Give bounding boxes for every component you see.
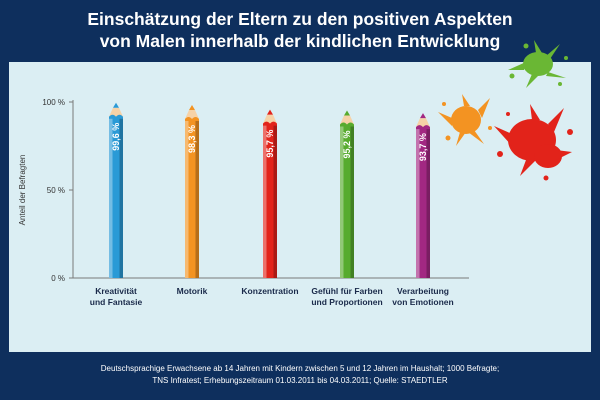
category-label: und Fantasie [90,297,143,307]
pencil-wood-tip [109,107,123,117]
red-paint-splash-icon [494,104,573,181]
pencil-bar-shadow [350,124,354,278]
pencil-bar-shadow [195,118,199,278]
bar-value-label: 93,7 % [418,133,428,161]
y-axis-title: Anteil der Befragten [18,155,27,226]
source-note-line-1: Deutschsprachige Erwachsene ab 14 Jahren… [100,364,500,373]
bar-value-label: 95,2 % [342,130,352,158]
pencil-bar-highlight [263,123,267,279]
bar-value-label: 99,6 % [111,123,121,151]
pencil-wood-tip [185,109,199,119]
pencil-bar-highlight [416,127,420,278]
pencil-wood-tip [263,114,277,124]
pencil-bar-shadow [119,116,123,278]
pencil-bar-highlight [109,116,113,278]
category-label: und Proportionen [311,297,382,307]
source-note-line-2: TNS Infratest; Erhebungszeitraum 01.03.2… [152,376,448,385]
chart-title-line-2: von Malen innerhalb der kindlichen Entwi… [99,31,501,51]
orange-paint-splash-icon [438,94,492,146]
category-label: Motorik [177,286,208,296]
pencil-lead [420,113,426,119]
pencil-scallop [416,125,430,130]
pencil-bar-shadow [273,123,277,279]
pencil-bar-highlight [340,124,344,278]
category-label: Konzentration [241,286,298,296]
pencil-lead [267,109,273,115]
pencil-scallop [109,114,123,119]
pencil-bar-chart: 0 % 50 % 100 % Anteil der Befragten 99,6 % Kr… [18,98,469,307]
pencil-scallop [263,121,277,126]
chart-title-line-1: Einschätzung der Eltern zu den positiven… [87,9,513,29]
pencil-bar-highlight [185,118,189,278]
pencil-scallop [185,116,199,121]
y-tick-label: 50 % [47,186,65,195]
chart-panel [9,62,591,352]
bar-value-label: 98,3 % [187,125,197,153]
pencil-scallop [340,122,354,127]
pencil-lead [189,104,195,110]
y-tick-label: 0 % [51,274,65,283]
category-label: von Emotionen [392,297,453,307]
category-label: Kreativität [95,286,137,296]
pencil-bar-shadow [426,127,430,278]
category-label: Gefühl für Farben [311,286,382,296]
pencil-lead [113,102,119,108]
bar-value-label: 95,7 % [265,130,275,158]
pencil-lead [344,110,350,116]
pencil-wood-tip [340,115,354,125]
pencil-wood-tip [416,118,430,128]
source-note: Deutschsprachige Erwachsene ab 14 Jahren… [0,363,600,387]
chart-title: Einschätzung der Eltern zu den positiven… [0,8,600,52]
category-label: Verarbeitung [397,286,449,296]
y-tick-label: 100 % [42,98,65,107]
green-paint-splash-icon [508,40,568,88]
